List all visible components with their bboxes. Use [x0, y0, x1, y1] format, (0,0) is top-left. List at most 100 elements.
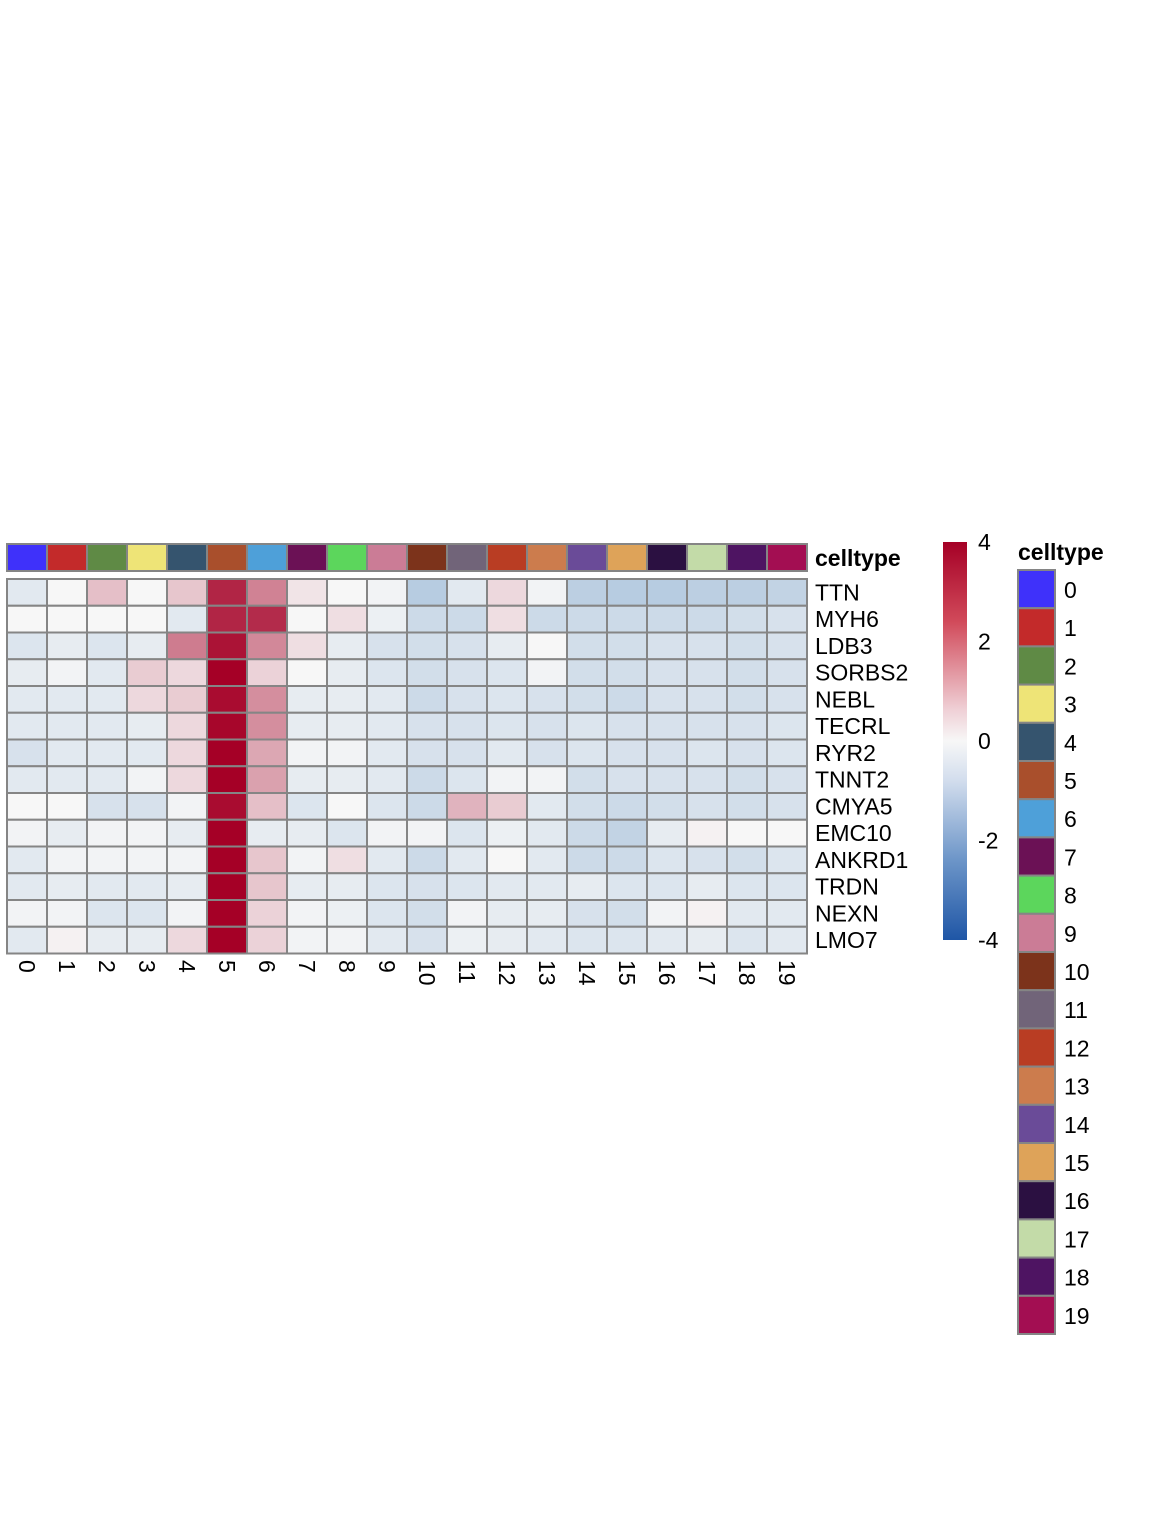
heatmap-cell	[126, 872, 168, 901]
heatmap-cell	[6, 631, 48, 661]
heatmap-cell	[406, 818, 448, 848]
heatmap-cell	[486, 685, 528, 714]
legend-label: 4	[1064, 730, 1077, 756]
heatmap-cell	[406, 658, 448, 687]
heatmap-cell	[566, 899, 608, 928]
heatmap-cell	[206, 845, 248, 875]
heatmap-cell	[326, 925, 368, 955]
legend-swatch-5	[1017, 760, 1056, 801]
column-label: 12	[494, 960, 520, 986]
heatmap-cell	[406, 845, 448, 875]
legend-swatch-8	[1017, 874, 1056, 915]
heatmap-cell	[766, 711, 808, 741]
heatmap-cell	[86, 765, 128, 794]
legend-label: 2	[1064, 653, 1077, 679]
heatmap-cell	[686, 604, 728, 634]
heatmap-cell	[286, 765, 328, 794]
heatmap-cell	[566, 845, 608, 875]
row-label: SORBS2	[815, 660, 908, 686]
heatmap-cell	[566, 872, 608, 901]
row-label: ANKRD1	[815, 847, 908, 873]
heatmap-cell	[526, 711, 568, 741]
heatmap-cell	[286, 711, 328, 741]
heatmap-cell	[326, 738, 368, 768]
heatmap-cell	[566, 578, 608, 607]
column-label: 0	[14, 960, 40, 973]
heatmap-cell	[526, 738, 568, 768]
row-label: RYR2	[815, 740, 876, 766]
heatmap-cell	[726, 604, 768, 634]
heatmap-cell	[46, 658, 88, 687]
heatmap-cell	[606, 685, 648, 714]
row-label: NEXN	[815, 900, 879, 926]
heatmap-cell	[366, 792, 408, 821]
heatmap-cell	[646, 872, 688, 901]
heatmap-cell	[606, 765, 648, 794]
annotation-cell-3	[126, 543, 168, 572]
heatmap-cell	[726, 845, 768, 875]
legend-swatch-4	[1017, 721, 1056, 762]
heatmap-cell	[766, 818, 808, 848]
heatmap-cell	[6, 818, 48, 848]
heatmap-cell	[166, 578, 208, 607]
heatmap-cell	[526, 845, 568, 875]
heatmap-cell	[126, 845, 168, 875]
heatmap-cell	[286, 899, 328, 928]
heatmap-cell	[406, 604, 448, 634]
heatmap-cell	[366, 658, 408, 687]
heatmap-cell	[326, 711, 368, 741]
annotation-cell-1	[46, 543, 88, 572]
heatmap-cell	[326, 604, 368, 634]
column-label: 16	[654, 960, 680, 986]
heatmap-cell	[766, 578, 808, 607]
heatmap-cell	[326, 685, 368, 714]
heatmap-cell	[166, 818, 208, 848]
heatmap-cell	[766, 925, 808, 955]
heatmap-cell	[566, 711, 608, 741]
heatmap-cell	[246, 738, 288, 768]
heatmap-cell	[206, 685, 248, 714]
heatmap-cell	[46, 738, 88, 768]
annotation-cell-2	[86, 543, 128, 572]
heatmap-cell	[726, 738, 768, 768]
heatmap-cell	[646, 685, 688, 714]
heatmap-cell	[126, 631, 168, 661]
heatmap-cell	[6, 658, 48, 687]
heatmap-cell	[686, 658, 728, 687]
heatmap-cell	[86, 685, 128, 714]
heatmap-cell	[46, 685, 88, 714]
annotation-cell-4	[166, 543, 208, 572]
heatmap-cell	[126, 711, 168, 741]
legend-swatch-7	[1017, 836, 1056, 877]
heatmap-cell	[646, 738, 688, 768]
heatmap-cell	[526, 899, 568, 928]
heatmap-cell	[446, 711, 488, 741]
heatmap-cell	[526, 792, 568, 821]
heatmap-cell	[406, 631, 448, 661]
heatmap-cell	[686, 578, 728, 607]
legend-swatch-13	[1017, 1065, 1056, 1106]
heatmap-cell	[686, 631, 728, 661]
heatmap-cell	[446, 818, 488, 848]
heatmap-cell	[86, 738, 128, 768]
heatmap-cell	[646, 765, 688, 794]
heatmap-cell	[406, 925, 448, 955]
heatmap-cell	[566, 738, 608, 768]
column-label: 14	[574, 960, 600, 986]
heatmap-cell	[326, 658, 368, 687]
heatmap-cell	[646, 925, 688, 955]
heatmap-cell	[766, 845, 808, 875]
heatmap-cell	[126, 738, 168, 768]
heatmap-cell	[206, 899, 248, 928]
heatmap-cell	[206, 765, 248, 794]
heatmap-cell	[206, 872, 248, 901]
heatmap-cell	[366, 872, 408, 901]
annotation-cell-12	[486, 543, 528, 572]
row-label: NEBL	[815, 686, 875, 712]
heatmap-cell	[406, 711, 448, 741]
legend-label: 15	[1064, 1150, 1090, 1176]
heatmap-cell	[6, 685, 48, 714]
heatmap-cell	[366, 631, 408, 661]
